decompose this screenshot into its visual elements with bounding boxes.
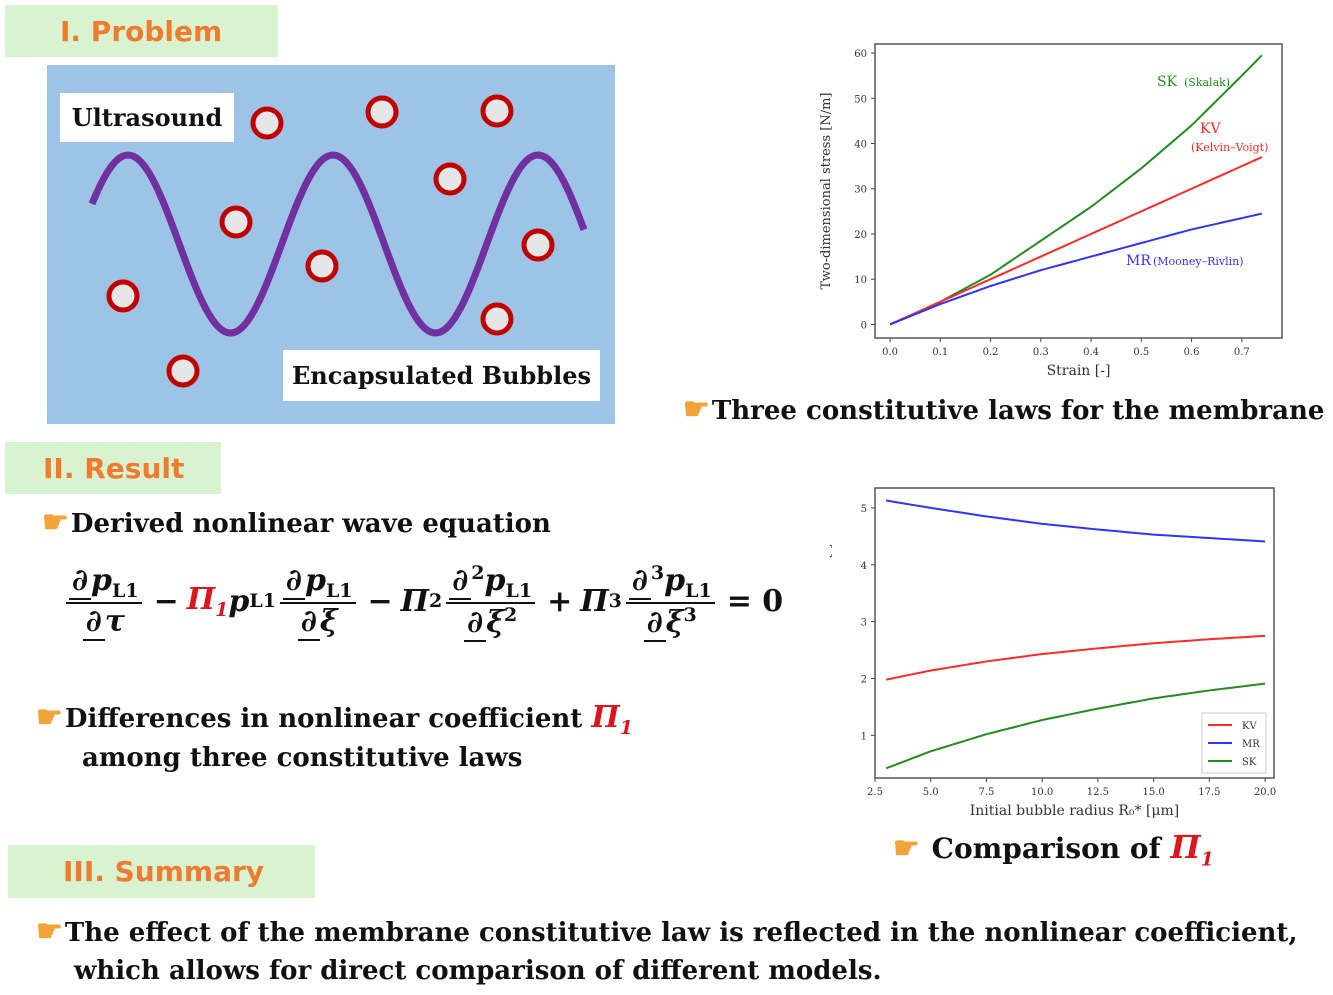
x-tick-label: 0.3: [1033, 347, 1049, 358]
series-sublabel: (Mooney–Rivlin): [1153, 255, 1244, 268]
pointing-hand-icon: ☛: [36, 700, 63, 735]
y-tick-label: 30: [854, 185, 867, 196]
series-line-mr: [889, 212, 1263, 326]
pointing-hand-icon: ☛: [36, 914, 63, 949]
caption-text: Comparison of: [931, 832, 1171, 865]
series-label-kv: KV: [1200, 121, 1221, 137]
x-tick-label: 12.5: [1087, 787, 1109, 798]
heading-text: I. Problem: [60, 14, 223, 48]
x-tick-label: 0.0: [882, 347, 898, 358]
x-tick-label: 10.0: [1031, 787, 1053, 798]
y-tick-label: 4: [861, 561, 867, 572]
y-tick-label: 2: [861, 674, 867, 685]
pointing-hand-icon: ☛: [42, 505, 69, 540]
label-text: Derived nonlinear wave equation: [70, 509, 551, 539]
x-tick-label: 0.7: [1234, 347, 1250, 358]
bubble: [106, 279, 140, 313]
plot-frame: [874, 43, 1283, 339]
ultrasound-label: Ultrasound: [60, 93, 234, 142]
heading-text: III. Summary: [63, 855, 265, 888]
y-tick-label: 5: [861, 504, 867, 515]
caption-comparison: ☛ Comparison of Π1: [893, 828, 1214, 871]
x-tick-label: 0.1: [932, 347, 948, 358]
series-line-mr: [885, 499, 1266, 543]
legend-label: SK: [1242, 757, 1257, 768]
x-tick-label: 15.0: [1142, 787, 1164, 798]
bubble: [480, 94, 514, 128]
y-tick-label: 20: [854, 230, 867, 241]
x-tick-label: 20.0: [1254, 787, 1276, 798]
y-axis-label: Two-dimensional stress [N/m]: [820, 93, 834, 290]
series-line-kv: [885, 634, 1266, 681]
pointing-hand-icon: ☛: [893, 831, 920, 866]
pointing-hand-icon: ☛: [683, 392, 710, 427]
x-tick-label: 7.5: [978, 787, 994, 798]
x-tick-label: 0.6: [1184, 347, 1200, 358]
y-tick-label: 0: [861, 320, 867, 331]
x-axis-label: Initial bubble radius R₀* [μm]: [970, 803, 1180, 819]
legend-label: MR: [1242, 739, 1260, 750]
y-tick-label: 40: [854, 140, 867, 151]
series-label-sk: SK: [1157, 74, 1178, 90]
series-line-sk: [889, 54, 1263, 326]
plot-frame: [874, 487, 1275, 779]
pi1-comparison-chart: 2.5 5.0 7.5 10.0 12.5 15.0 17.5 20.0 1 2 3 4 5 Initia…: [830, 487, 1276, 819]
y-axis-label: Nonlinear coefficient Π₁ [-]: [830, 544, 834, 722]
series-sublabel: (Skalak): [1184, 76, 1230, 89]
x-tick-label: 0.2: [983, 347, 999, 358]
summary-text: The effect of the membrane constitutive …: [64, 918, 1298, 948]
x-tick-label: 5.0: [923, 787, 939, 798]
encapsulated-bubbles-label: Encapsulated Bubbles: [283, 350, 600, 401]
label-text: Differences in nonlinear coefficient: [64, 704, 592, 734]
series-line-sk: [885, 682, 1266, 770]
x-tick-label: 17.5: [1198, 787, 1220, 798]
heading-text: II. Result: [43, 451, 185, 485]
series-line-kv: [889, 156, 1263, 326]
bubble: [433, 162, 467, 196]
bubble: [250, 106, 284, 140]
x-tick-label: 0.4: [1083, 347, 1099, 358]
section-heading-result: II. Result: [5, 442, 221, 494]
series-sublabel: (Kelvin–Voigt): [1191, 141, 1268, 154]
section-heading-problem: I. Problem: [5, 5, 278, 57]
summary-line-2: which allows for direct comparison of di…: [74, 956, 882, 986]
y-tick-label: 50: [854, 94, 867, 105]
section-heading-summary: III. Summary: [8, 845, 315, 898]
x-axis-label: Strain [-]: [1047, 363, 1111, 379]
bubble: [365, 95, 399, 129]
bubble: [521, 228, 555, 262]
y-tick-label: 60: [854, 49, 867, 60]
y-tick-label: 3: [861, 618, 867, 629]
differences-label-line2: among three constitutive laws: [82, 743, 523, 773]
summary-line-1: ☛The effect of the membrane constitutive…: [36, 914, 1298, 949]
caption-text: Three constitutive laws for the membrane: [711, 396, 1325, 426]
bubble: [305, 249, 339, 283]
differences-label: ☛Differences in nonlinear coefficient Π1: [36, 700, 633, 739]
caption-laws: ☛Three constitutive laws for the membran…: [683, 392, 1324, 427]
bubble: [166, 354, 200, 388]
x-tick-label: 2.5: [867, 787, 883, 798]
series-label-mr: MR: [1126, 253, 1151, 269]
x-tick-label: 0.5: [1133, 347, 1149, 358]
y-tick-label: 1: [861, 731, 867, 742]
bubble: [219, 205, 253, 239]
derived-equation-label: ☛Derived nonlinear wave equation: [42, 505, 551, 540]
stress-strain-chart: 0.0 0.1 0.2 0.3 0.4 0.5 0.6 0.7 0 10 20 30 40 50 60 Str…: [820, 43, 1283, 379]
bubble: [480, 302, 514, 336]
legend-label: KV: [1242, 721, 1257, 732]
ultrasound-wave: [88, 151, 588, 337]
y-tick-label: 10: [854, 275, 867, 286]
